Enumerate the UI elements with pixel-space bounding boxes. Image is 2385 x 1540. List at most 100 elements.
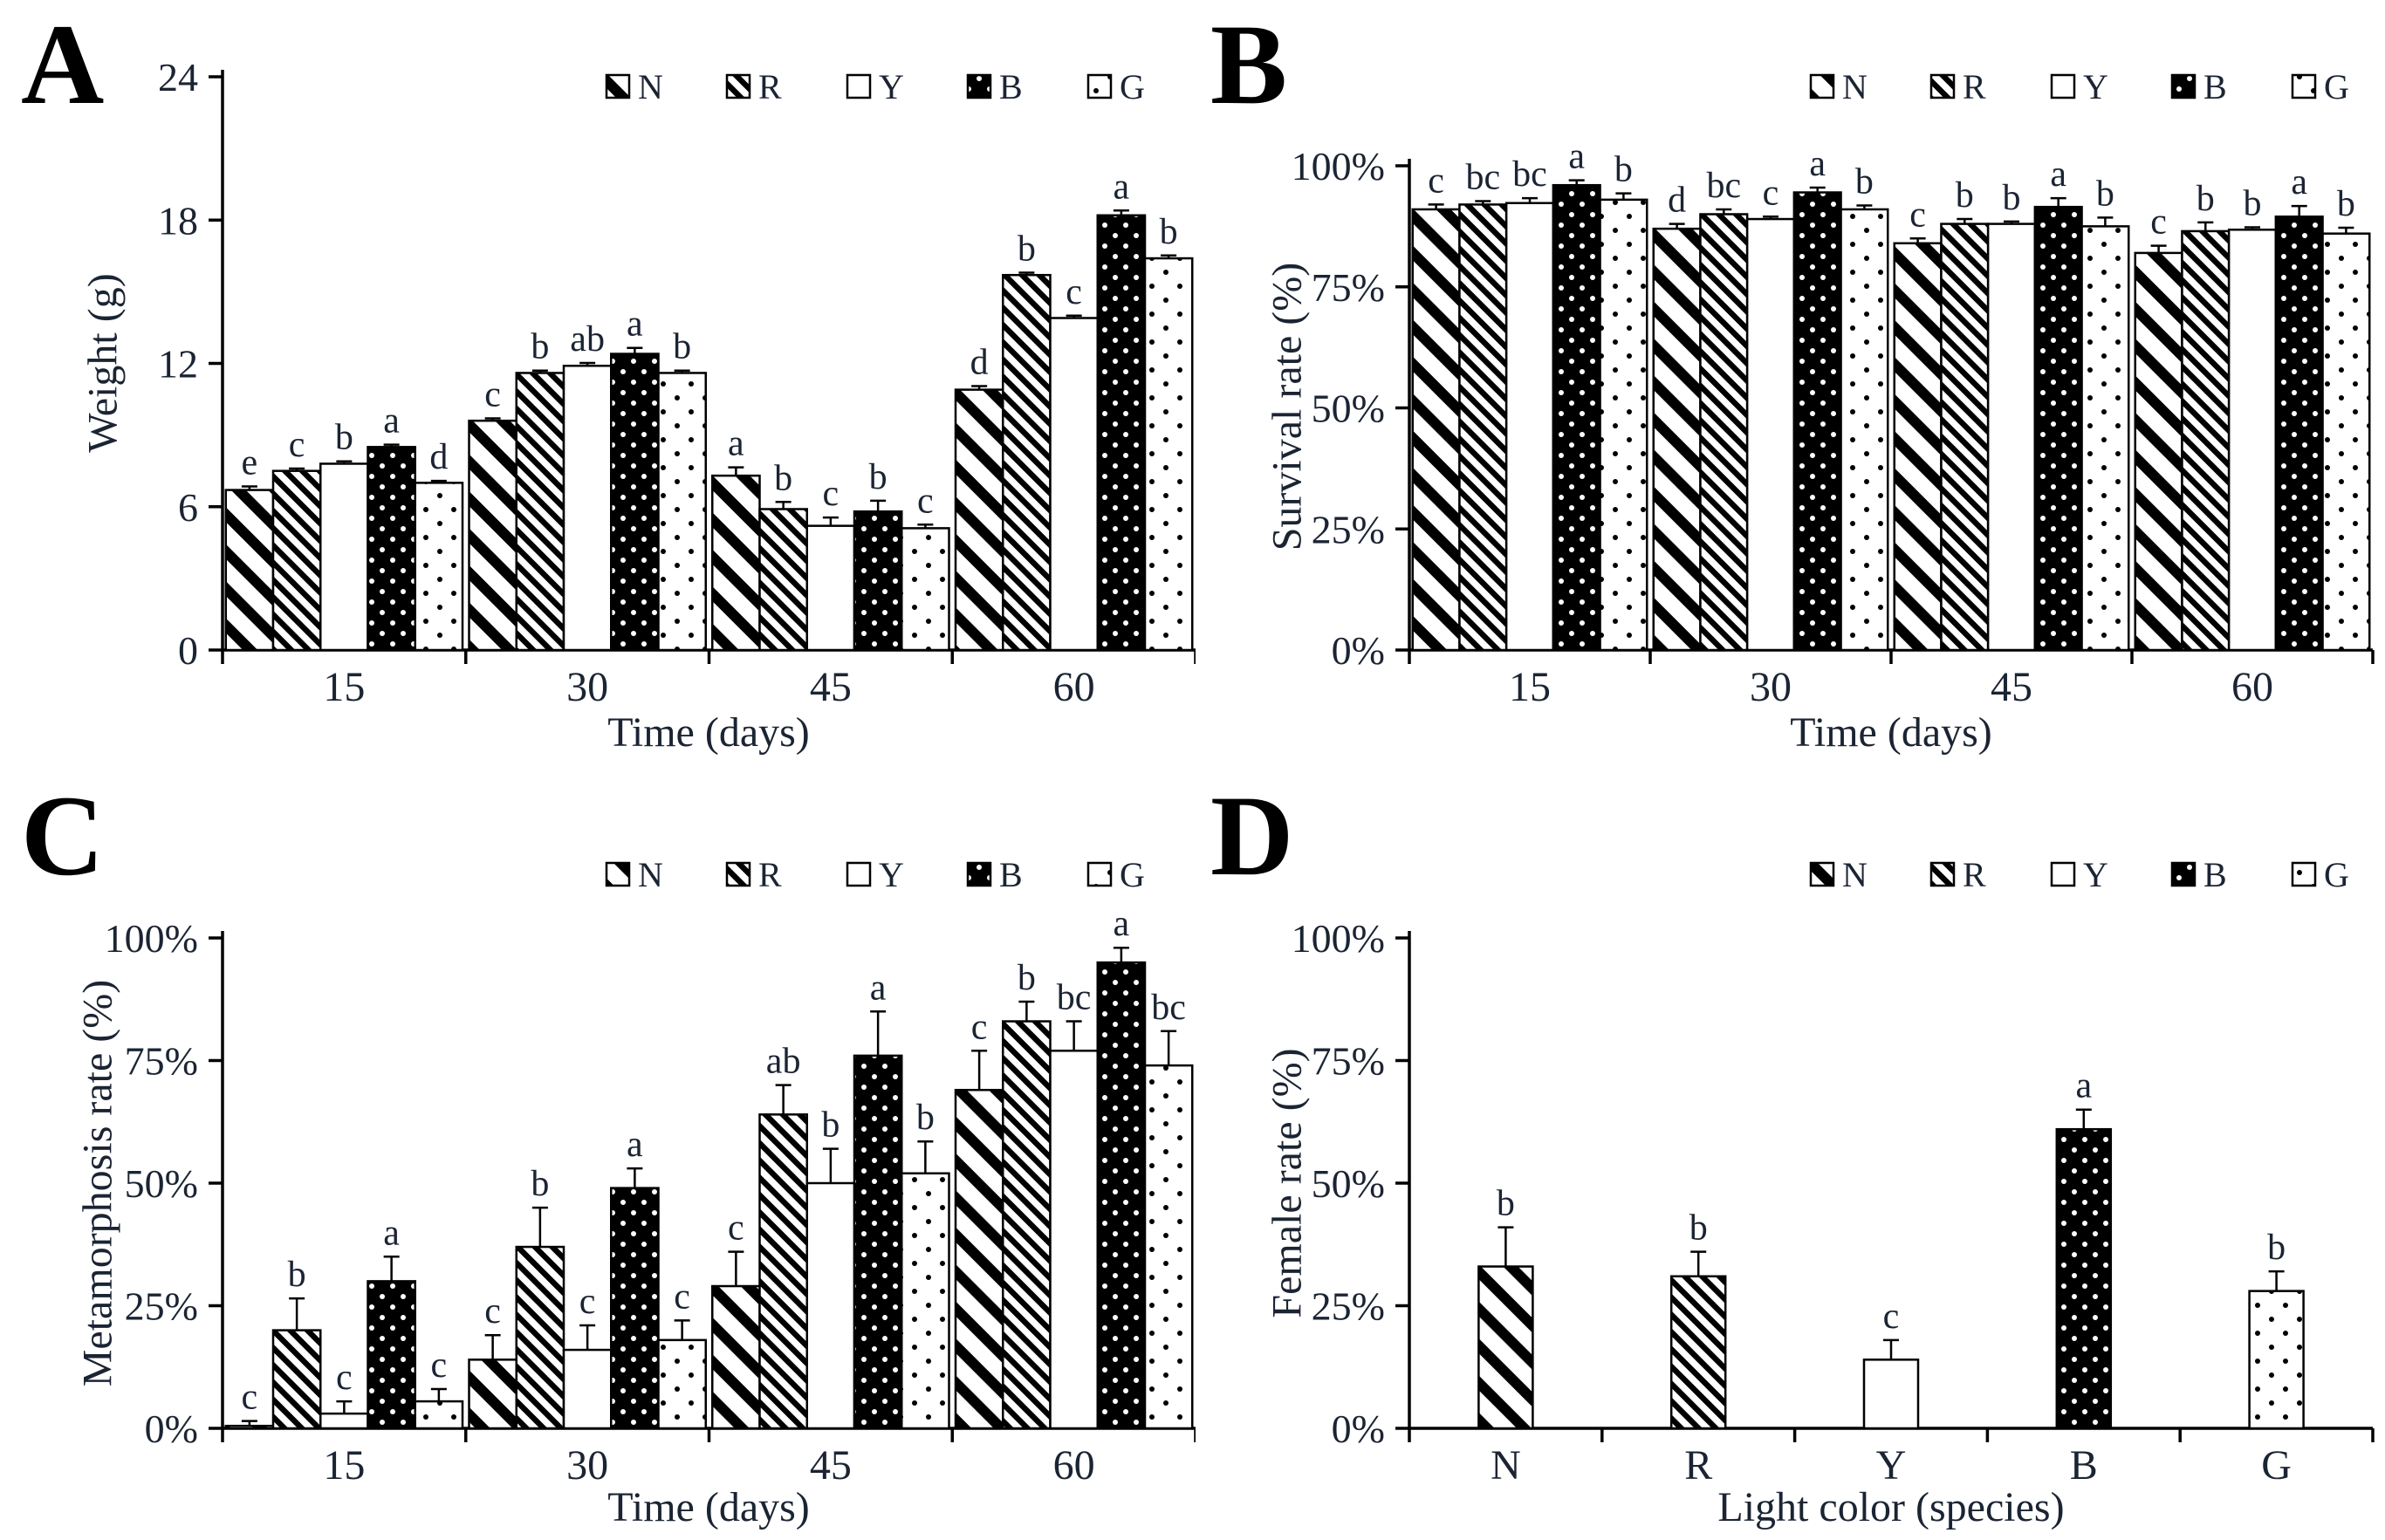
- significance-letter: b: [2096, 174, 2114, 214]
- significance-letter: a: [2291, 162, 2307, 202]
- x-tick-label: 60: [1053, 1442, 1095, 1489]
- legend-item-N: N: [1809, 855, 1868, 894]
- bar-G-45: [901, 527, 950, 652]
- panel-b-chart: 0%25%50%75%100%15 30 45 60N R Y B Gc bc bc a bd bc ca…: [1292, 67, 2375, 710]
- bar-G-60: [1143, 257, 1194, 652]
- significance-letter: b: [869, 457, 888, 497]
- significance-letter: b: [774, 458, 792, 498]
- x-tick-label: 30: [566, 1442, 608, 1489]
- legend-item-B: B: [2170, 855, 2227, 894]
- significance-letter: a: [627, 1125, 643, 1165]
- significance-letter: b: [1855, 162, 1874, 202]
- legend-label: G: [2324, 67, 2349, 106]
- significance-letter: a: [383, 401, 400, 441]
- significance-letter: c: [1066, 272, 1082, 312]
- significance-letter: bc: [1465, 158, 1500, 198]
- bar-Y-30: [562, 1348, 613, 1430]
- legend-item-N: N: [605, 67, 663, 106]
- legend-swatch-G-icon: [1086, 73, 1113, 99]
- legend-label: N: [1842, 855, 1868, 894]
- bar-B-60: [1096, 961, 1147, 1430]
- bar-B-60: [2274, 216, 2324, 652]
- legend-swatch-Y-icon: [846, 73, 872, 99]
- significance-letter: c: [242, 1378, 258, 1418]
- bar-B-30: [610, 1187, 660, 1430]
- legend-swatch-B-icon: [2170, 73, 2197, 99]
- significance-letter: c: [579, 1282, 596, 1322]
- legend-label: B: [2203, 855, 2227, 894]
- bar-Y-60: [1049, 317, 1099, 652]
- legend-label: N: [638, 67, 663, 106]
- bar-N-15: [224, 1424, 275, 1430]
- bar-R-30: [515, 1245, 565, 1430]
- bar-R-45: [758, 508, 808, 652]
- bar-N-60: [954, 1088, 1004, 1430]
- x-tick-label: N: [1491, 1442, 1521, 1489]
- panel-c-letter: C: [21, 771, 105, 900]
- legend-item-R: R: [725, 855, 782, 894]
- y-tick-label: 0%: [145, 1407, 198, 1451]
- x-tick-label: 60: [1053, 664, 1095, 710]
- significance-letter: a: [1568, 137, 1585, 177]
- bar-G-60: [2321, 232, 2371, 652]
- bar-G-30: [657, 372, 707, 652]
- y-tick-label: 50%: [125, 1161, 198, 1206]
- panel-d-y-axis-title: Female rate (%): [1264, 1048, 1311, 1318]
- legend-label: Y: [879, 67, 904, 106]
- y-tick-label: 0: [178, 628, 198, 673]
- significance-letter: a: [1114, 904, 1130, 944]
- significance-letter: c: [1883, 1297, 1900, 1337]
- legend-swatch-R-icon: [725, 73, 751, 99]
- legend-label: B: [999, 855, 1023, 894]
- significance-letter: b: [1497, 1184, 1515, 1224]
- y-tick-label: 6: [178, 485, 198, 530]
- x-tick-label: 45: [810, 1442, 852, 1489]
- bar-Y-45: [805, 524, 856, 652]
- bar-N-N: [1477, 1265, 1534, 1430]
- significance-letter: c: [1763, 173, 1779, 213]
- y-tick-label: 0%: [1332, 1407, 1385, 1451]
- bar-B-45: [853, 510, 903, 652]
- bar-R-15: [1458, 203, 1508, 652]
- panel-a-y-axis-title: Weight (g): [79, 273, 127, 453]
- significance-letter: c: [1909, 195, 1926, 235]
- significance-letter: d: [429, 437, 448, 477]
- legend-swatch-B-icon: [966, 73, 992, 99]
- x-tick-label: Y: [1876, 1442, 1907, 1489]
- legend-item-G: G: [1086, 67, 1145, 106]
- significance-letter: a: [2050, 154, 2066, 195]
- bar-R-60: [1002, 1020, 1052, 1430]
- panel-b-letter: B: [1210, 0, 1288, 128]
- bar-Y-Y: [1862, 1359, 1920, 1430]
- significance-letter: a: [627, 305, 643, 345]
- bar-B-30: [610, 352, 660, 652]
- bar-G-15: [414, 482, 464, 652]
- bar-G-15: [1599, 198, 1648, 652]
- legend-item-Y: Y: [2050, 855, 2108, 894]
- bar-G-30: [657, 1338, 707, 1430]
- legend-item-N: N: [1809, 67, 1868, 106]
- panel-d-letter: D: [1210, 771, 1294, 900]
- bar-N-30: [468, 419, 517, 652]
- significance-letter: c: [336, 1358, 353, 1398]
- bar-Y-15: [1504, 202, 1555, 652]
- bar-R-15: [271, 1329, 322, 1430]
- significance-letter: c: [823, 474, 840, 514]
- y-tick-label: 100%: [1292, 916, 1385, 961]
- legend-item-B: B: [2170, 67, 2227, 106]
- legend-item-Y: Y: [846, 855, 904, 894]
- significance-letter: ab: [570, 319, 605, 359]
- bar-G-45: [2080, 225, 2130, 652]
- legend-swatch-R-icon: [1929, 861, 1956, 887]
- significance-letter: bc: [1512, 154, 1547, 195]
- legend-swatch-R-icon: [1929, 73, 1956, 99]
- panel-c-chart: 0%25%50%75%100%15 30 45 60N R Y B Gcbcaccbcacca…: [105, 855, 1196, 1489]
- significance-letter: b: [673, 327, 691, 367]
- significance-letter: c: [917, 481, 934, 521]
- legend-item-Y: Y: [846, 67, 904, 106]
- bar-Y-15: [319, 462, 369, 652]
- bar-R-45: [758, 1113, 808, 1430]
- panel-c-x-axis-title: Time (days): [607, 1484, 810, 1530]
- significance-letter: b: [916, 1098, 935, 1138]
